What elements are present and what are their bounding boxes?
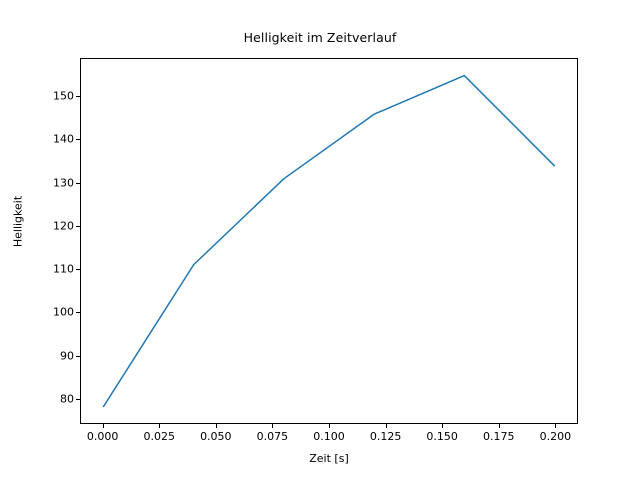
x-tick-label: 0.175	[483, 430, 515, 443]
x-tick-label: 0.200	[539, 430, 572, 443]
plot-area	[80, 58, 578, 424]
y-axis-tick-marks	[76, 58, 80, 424]
y-tick-mark	[76, 398, 80, 400]
x-tick-mark	[555, 424, 557, 428]
y-tick-label: 100	[53, 305, 74, 319]
x-tick-mark	[272, 424, 274, 428]
y-tick-label: 90	[60, 349, 74, 362]
x-tick-mark	[498, 424, 500, 428]
y-tick-label: 110	[53, 262, 74, 276]
y-axis-label: Helligkeit	[11, 195, 25, 248]
line-series-svg	[102, 74, 556, 408]
x-axis-label: Zeit [s]	[309, 452, 349, 465]
x-axis-tick-marks	[80, 424, 578, 428]
x-tick-label: 0.025	[143, 430, 175, 443]
x-tick-label: 0.075	[256, 430, 289, 443]
x-tick-mark	[329, 424, 330, 428]
y-axis-tick-labels: 80 90 100 110 120 130 140 150	[30, 58, 74, 424]
x-tick-mark	[215, 424, 217, 428]
y-tick-label: 80	[60, 392, 74, 406]
x-axis-tick-labels: 0.000 0.025 0.050 0.075 0.100 0.125 0.150 0.175…	[80, 430, 578, 446]
y-tick-mark	[76, 355, 80, 357]
x-tick-label: 0.100	[313, 430, 345, 443]
y-tick-label: 130	[53, 176, 74, 190]
data-line-helligkeit	[102, 74, 556, 408]
x-tick-label: 0.050	[200, 430, 232, 443]
y-tick-mark	[76, 96, 80, 98]
y-tick-label: 150	[53, 89, 74, 103]
x-tick-label: 0.150	[426, 430, 458, 443]
y-tick-mark	[76, 269, 80, 271]
x-tick-label: 0.125	[369, 430, 402, 443]
y-tick-label: 120	[53, 219, 74, 233]
y-tick-mark	[76, 139, 80, 141]
x-tick-mark	[159, 424, 161, 428]
chart-title: Helligkeit im Zeitverlauf	[243, 30, 397, 45]
y-tick-mark	[76, 225, 80, 227]
x-tick-mark	[102, 424, 104, 428]
y-tick-mark	[76, 312, 80, 314]
y-tick-label: 140	[53, 132, 74, 146]
y-tick-mark	[76, 182, 80, 184]
x-tick-label: 0.000	[86, 430, 119, 443]
x-tick-mark	[442, 424, 444, 428]
x-tick-mark	[385, 424, 387, 428]
